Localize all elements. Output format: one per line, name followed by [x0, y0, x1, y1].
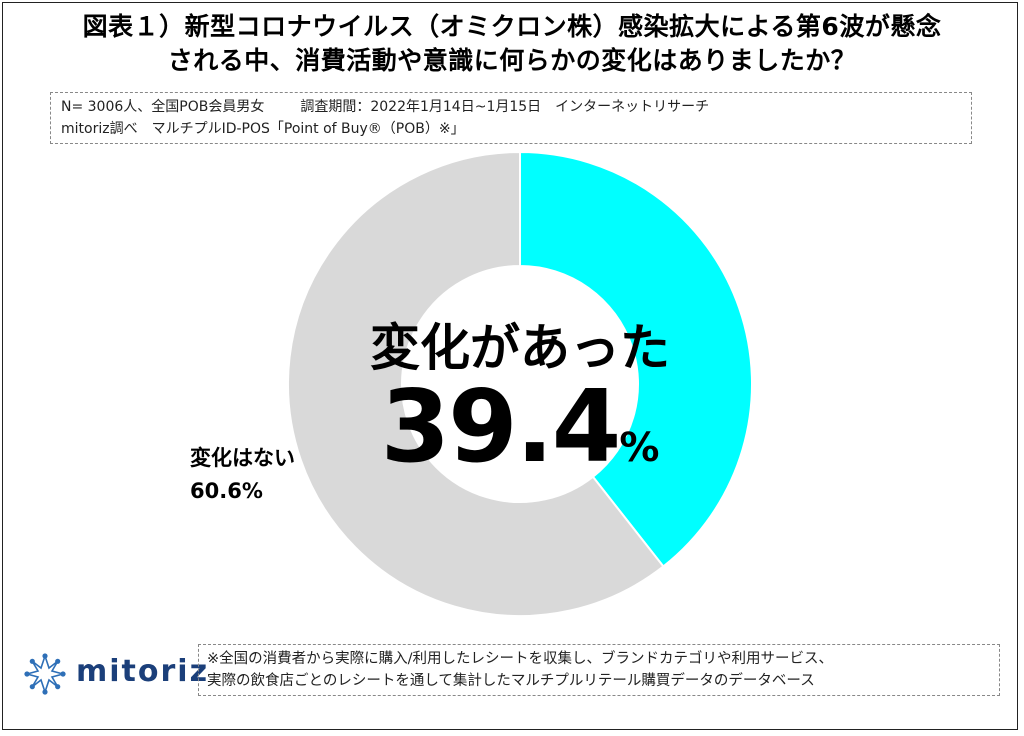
- data-source: マルチプルID-POS「Point of Buy®（POB）※」: [151, 121, 465, 137]
- footnote-box: ※全国の消費者から実際に購入/利用したレシートを収集し、ブランドカテゴリや利用サ…: [198, 644, 1000, 696]
- survey-info-box: N= 3006人、全国POB会員男女 調査期間：2022年1月14日~1月15日イ…: [50, 92, 972, 144]
- center-label: 変化があった: [370, 319, 670, 377]
- center-value-number: 39.4: [380, 368, 622, 485]
- title-line-1: 図表１）新型コロナウイルス（オミクロン株）感染拡大による第6波が懸念: [82, 12, 942, 41]
- footnote-line-1: ※全国の消費者から実際に購入/利用したレシートを収集し、ブランドカテゴリや利用サ…: [207, 651, 834, 667]
- slice-label-no-change-name: 変化はない: [190, 446, 295, 470]
- mitoriz-logo-icon: [23, 653, 67, 695]
- chart-title: 図表１）新型コロナウイルス（オミクロン株）感染拡大による第6波が懸念 される中、…: [0, 10, 1024, 78]
- center-value: 39.4%: [360, 372, 680, 511]
- center-value-unit: %: [619, 425, 660, 471]
- survey-info-line-2: mitoriz調べ マルチプルID-POS「Point of Buy®（POB）※…: [61, 118, 961, 140]
- brand-name: mitoriz: [76, 654, 210, 689]
- survey-info-line-1: N= 3006人、全国POB会員男女 調査期間：2022年1月14日~1月15日イ…: [61, 96, 961, 118]
- sample-size: N= 3006人、全国POB会員男女: [61, 99, 265, 115]
- slice-label-no-change: 変化はない 60.6%: [190, 442, 295, 508]
- slice-label-no-change-value: 60.6%: [190, 479, 263, 503]
- donut-slice-1: [519, 150, 753, 568]
- title-line-2: される中、消費活動や意識に何らかの変化はありましたか？: [167, 46, 857, 75]
- donut-slice-2: [287, 150, 665, 617]
- surveyor: mitoriz調べ: [61, 121, 138, 137]
- survey-method: インターネットリサーチ: [555, 99, 710, 115]
- footnote-line-2: 実際の飲食店ごとのレシートを通して集計したマルチプルリテール購買データのデータベ…: [207, 673, 815, 689]
- survey-period: 調査期間：2022年1月14日~1月15日: [300, 99, 542, 115]
